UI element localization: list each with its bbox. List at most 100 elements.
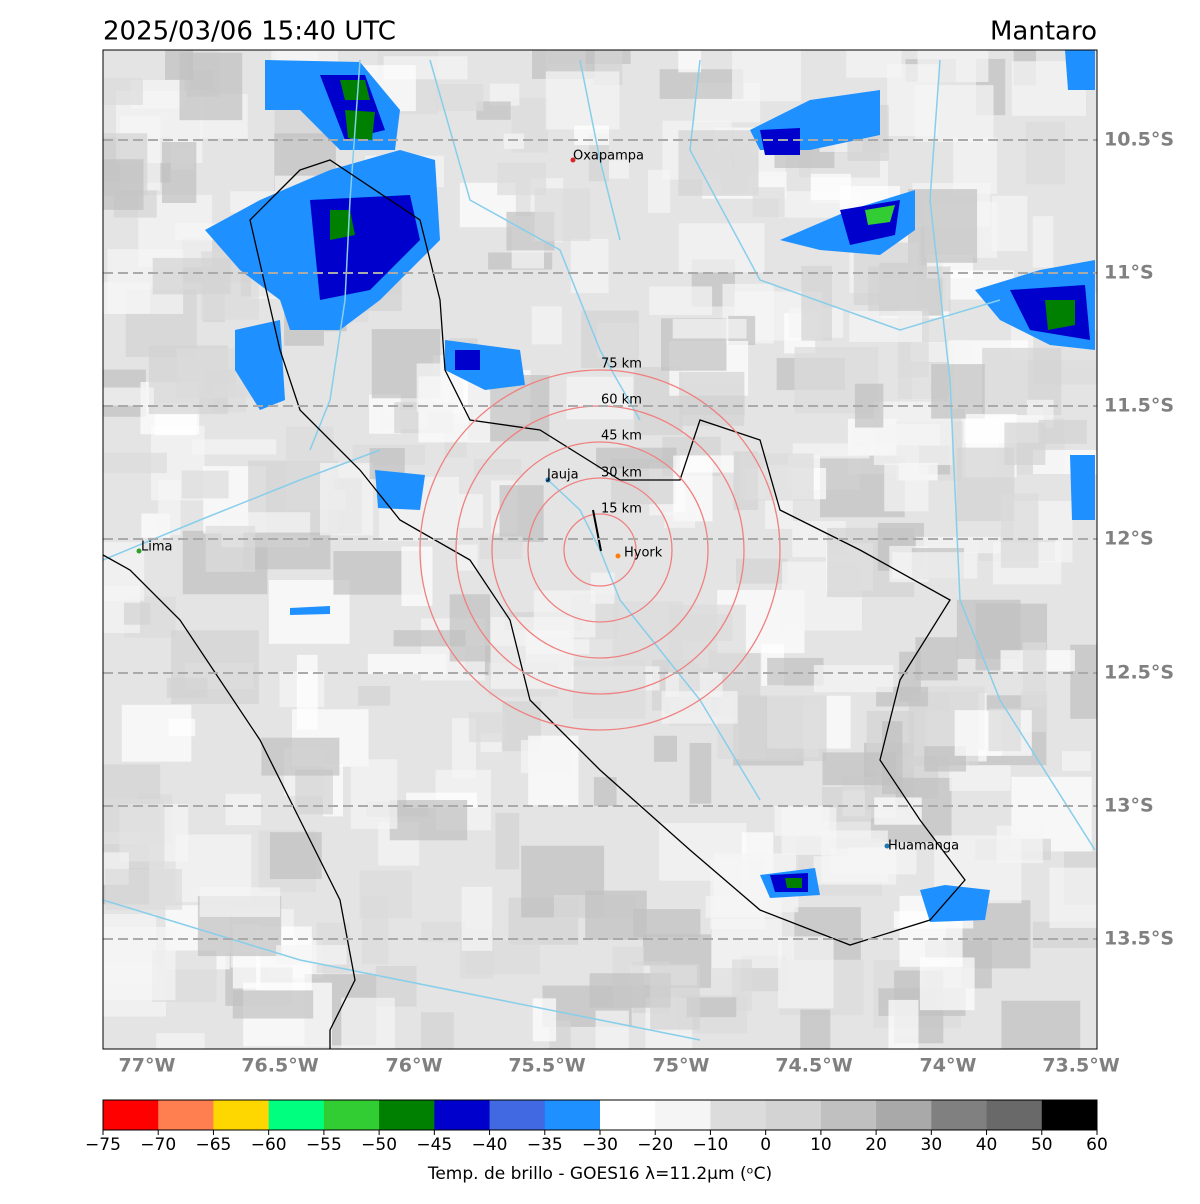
cloud-patch (152, 257, 231, 295)
cloud-patch (545, 71, 620, 130)
colorbar-tick-label: −70 (140, 1135, 176, 1155)
colorbar-tick-label: −50 (361, 1135, 397, 1155)
colorbar-segment (323, 1100, 380, 1130)
cloud-patch (276, 945, 347, 965)
cloud-patch (350, 759, 398, 829)
colorbar-segment (655, 1100, 711, 1130)
cloud-patch (232, 990, 314, 1019)
cloud-patch (499, 485, 544, 542)
colorbar-tick-label: −35 (527, 1135, 563, 1155)
cloud-patch (846, 50, 902, 78)
lon-label: 76°W (386, 1055, 443, 1077)
colorbar-segment (434, 1100, 491, 1130)
cloud-patch (1025, 121, 1065, 185)
cloud-patch (659, 69, 744, 99)
colorbar-tick-label: 40 (976, 1135, 998, 1155)
cloud-patch (888, 999, 919, 1049)
cloud-patch (570, 238, 609, 294)
lat-label: 12°S (1104, 528, 1154, 550)
colorbar-segment (268, 1100, 325, 1130)
cloud-patch (449, 594, 491, 662)
cloud-patch (822, 752, 897, 786)
city-label: Lima (141, 540, 172, 555)
ring-label: 45 km (601, 429, 642, 444)
cloud-patch (884, 463, 929, 512)
colorbar-segment (379, 1100, 435, 1130)
ring-label: 15 km (601, 502, 642, 517)
lon-label: 74°W (920, 1055, 977, 1077)
ring-label: 60 km (601, 393, 642, 408)
cloud-patch (181, 470, 229, 499)
lon-label: 76.5°W (241, 1055, 318, 1077)
cloud-patch (320, 462, 374, 536)
city-label: Jauja (546, 468, 579, 483)
cloud-patch (103, 77, 143, 105)
ring-label: 75 km (601, 357, 642, 372)
cloud-patch (490, 617, 574, 689)
colorbar-tick-label: −30 (582, 1135, 618, 1155)
colorbar-tick-label: −40 (472, 1135, 508, 1155)
cloud-patch (590, 572, 615, 604)
cloud-patch (1061, 751, 1091, 771)
cloud-patch (495, 812, 520, 870)
cloud-patch (678, 223, 765, 273)
cloud-patch (468, 712, 506, 743)
cloud-patch (358, 686, 391, 706)
colorbar-segment (765, 1100, 822, 1130)
lat-grid (103, 139, 1097, 940)
cloud-patch (678, 50, 702, 73)
colorbar: −75 −70 −65 −60 −55 −50 −45 −40 −35 −30 −20 −10 0 10 2… (85, 1099, 1108, 1155)
colorbar-tick-label: 60 (1086, 1135, 1108, 1155)
cloud-patch (664, 511, 696, 528)
cloud-patch (361, 896, 389, 965)
colorbar-segment (986, 1100, 1043, 1130)
cloud-patch (123, 602, 151, 625)
colorbar-tick-label: −45 (416, 1135, 452, 1155)
cloud-patch (720, 146, 749, 194)
cloud-patch (593, 777, 617, 807)
cloud-patch (225, 793, 262, 826)
cloud-patch (800, 1009, 831, 1049)
cloud-patch (1032, 216, 1054, 268)
cloud-patch (732, 50, 801, 102)
cloud-patch (680, 455, 734, 473)
cloud-patch (1000, 493, 1039, 568)
cold-clouds (205, 50, 1095, 922)
city-label: Oxapampa (573, 149, 644, 164)
cloud-patch (497, 162, 547, 196)
cloud-patch (103, 159, 144, 210)
cloud-patch (732, 959, 753, 1011)
cloud-patch (520, 740, 571, 774)
cloud-patch (585, 890, 647, 940)
lat-label: 11.5°S (1104, 395, 1174, 417)
cloud-patch (473, 459, 522, 475)
colorbar-label: Temp. de brillo - GOES16 λ=11.2μm (ᵒC) (427, 1164, 772, 1184)
cloud-patch (596, 447, 677, 469)
city-label: Huamanga (888, 839, 959, 854)
colorbar-segment (820, 1100, 877, 1130)
cloud-patch (1004, 422, 1046, 465)
cloud-patch (103, 452, 167, 474)
cloud-patch (1038, 419, 1087, 444)
cloud-patch (421, 921, 467, 942)
colorbar-tick-label: −55 (306, 1135, 342, 1155)
cloud-patch (461, 886, 493, 951)
colorbar-segment (710, 1100, 767, 1130)
lat-label: 13.5°S (1104, 928, 1174, 950)
cloud-patch (602, 160, 629, 179)
city-markers (136, 157, 890, 849)
colorbar-tick-label: 20 (865, 1135, 887, 1155)
colorbar-tick-label: 50 (1031, 1135, 1053, 1155)
cloud-patch (566, 376, 633, 420)
cloud-patch (1001, 1000, 1081, 1049)
cloud-patch (341, 997, 395, 1049)
lon-label: 77°W (119, 1055, 176, 1077)
map: Oxapampa Lima Jauja Hyork Huamanga 15 km… (103, 50, 1097, 1049)
rivers (103, 59, 1096, 1041)
colorbar-segment (600, 1100, 656, 1130)
lon-label: 75°W (653, 1055, 710, 1077)
cloud-patch (179, 52, 243, 121)
cloud-patch (1049, 867, 1097, 929)
colorbar-tick-label: −20 (637, 1135, 673, 1155)
cloud-patch (476, 101, 511, 120)
